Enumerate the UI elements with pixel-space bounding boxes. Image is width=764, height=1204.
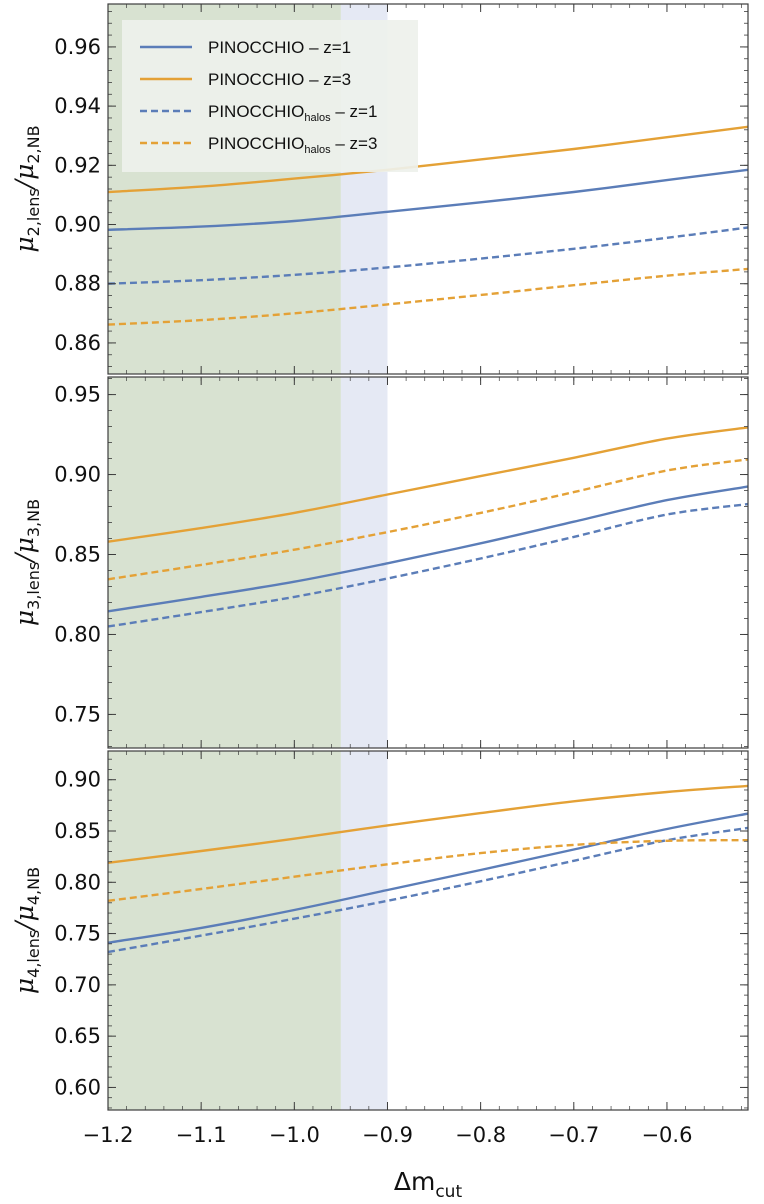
y-tick-label: 0.94 — [54, 94, 101, 118]
y-tick-label: 0.90 — [54, 768, 101, 792]
x-tick-label: −0.8 — [455, 1123, 506, 1147]
panel-mu4: 0.60 0.65 0.70 0.75 0.80 0.85 0.90 μ4,lens/μ4,N… — [10, 750, 749, 1111]
y-tick-label: 0.65 — [54, 1024, 101, 1048]
series-line-solid-orange — [108, 426, 748, 543]
y-tick-label: 0.70 — [54, 973, 101, 997]
series-line-dashed-orange — [108, 839, 748, 902]
y-tick-label: 0.96 — [54, 35, 101, 59]
legend-entry-label: PINOCCHIOhalos – z=3 — [208, 134, 377, 156]
x-tick-label: −0.6 — [641, 1123, 692, 1147]
x-tick-label: −1.2 — [83, 1123, 134, 1147]
shaded-region-green — [108, 751, 341, 1110]
y-tick-label: 0.85 — [54, 543, 101, 567]
x-axis: −1.2 −1.1 −1.0 −0.9 −0.8 −0.7 −0.6 Δmcut — [83, 1123, 693, 1202]
series-line-dashed-blue — [108, 502, 748, 628]
legend: PINOCCHIO – z=1 PINOCCHIO – z=3 PINOCCHIOh… — [122, 20, 418, 172]
y-tick-label: 0.75 — [54, 702, 101, 726]
y-tick-label: 0.88 — [54, 272, 101, 296]
plot-frame — [107, 750, 749, 1111]
series-line-solid-orange — [108, 784, 748, 864]
shaded-region-blue — [340, 377, 388, 748]
x-tick-label: −1.1 — [176, 1123, 227, 1147]
y-tick-label: 0.75 — [54, 922, 101, 946]
y-tick-label: 0.86 — [54, 331, 101, 355]
legend-box — [122, 20, 418, 172]
legend-entry-label: PINOCCHIO – z=1 — [208, 38, 351, 57]
y-tick-label: 0.92 — [54, 153, 101, 177]
series-line-solid-blue — [108, 168, 748, 231]
series-line-dashed-orange — [108, 267, 748, 326]
y-axis-label: μ2,lens/μ2,NB — [10, 125, 43, 252]
x-tick-label: −0.9 — [362, 1123, 413, 1147]
legend-entry-label: PINOCCHIOhalos – z=1 — [208, 102, 377, 124]
panel-mu3: 0.75 0.80 0.85 0.90 0.95 μ3,lens/μ3,NB — [10, 376, 749, 749]
shaded-region-green — [108, 377, 341, 748]
y-axis-label: μ4,lens/μ4,NB — [10, 867, 43, 994]
y-tick-label: 0.90 — [54, 463, 101, 487]
x-tick-label: −0.7 — [548, 1123, 599, 1147]
series-line-solid-orange — [108, 125, 748, 194]
y-tick-label: 0.80 — [54, 870, 101, 894]
y-tick-label: 0.95 — [54, 383, 101, 407]
y-tick-label: 0.60 — [54, 1075, 101, 1099]
y-tick-label: 0.85 — [54, 819, 101, 843]
x-tick-label: −1.0 — [269, 1123, 320, 1147]
series-line-dashed-orange — [108, 458, 748, 581]
series-line-dashed-blue — [108, 226, 748, 285]
y-tick-label: 0.80 — [54, 622, 101, 646]
y-tick-label: 0.90 — [54, 213, 101, 237]
series-line-solid-blue — [108, 485, 748, 613]
shaded-region-blue — [340, 751, 388, 1110]
series-line-dashed-blue — [108, 826, 748, 954]
series-line-solid-blue — [108, 812, 748, 944]
y-axis-label: μ3,lens/μ3,NB — [10, 499, 43, 626]
x-axis-label: Δmcut — [394, 1167, 463, 1202]
legend-entry-label: PINOCCHIO – z=3 — [208, 70, 351, 89]
plot-frame — [107, 376, 749, 749]
